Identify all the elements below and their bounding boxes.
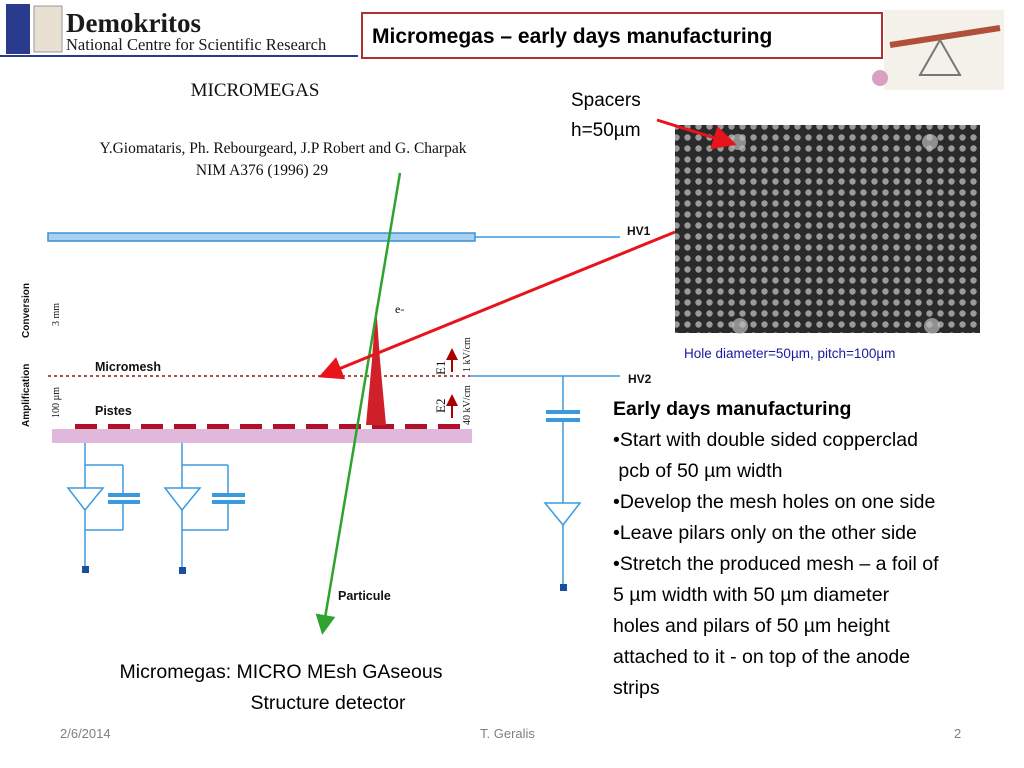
e1-field: 1 kV/cm — [462, 337, 473, 372]
authors: Y.Giomataris, Ph. Rebourgeard, J.P Rober… — [100, 140, 467, 157]
text-line: attached to it - on top of the anode — [613, 646, 911, 668]
text-line: pcb of 50 µm width — [613, 460, 783, 482]
title-box — [361, 12, 883, 59]
slide-title: Micromegas – early days manufacturing — [372, 25, 772, 48]
signal-peak — [366, 305, 386, 425]
amplification-gap: 100 µm — [51, 387, 62, 418]
text-line: holes and pilars of 50 µm height — [613, 615, 890, 637]
diagram-title: MICROMEGAS — [191, 80, 320, 101]
hv2-label: HV2 — [628, 372, 652, 386]
amplification-label: Amplification — [21, 364, 32, 427]
conversion-label: Conversion — [21, 283, 32, 338]
strips — [75, 424, 460, 429]
logo: Demokritos National Centre for Scientifi… — [0, 4, 358, 57]
footer-author: T. Geralis — [480, 726, 535, 741]
ground-pads — [82, 566, 567, 591]
reference: NIM A376 (1996) 29 — [196, 162, 328, 179]
text-line: •Develop the mesh holes on one side — [613, 491, 936, 513]
hv1-label: HV1 — [627, 224, 651, 238]
org-subtitle: National Centre for Scientific Research — [66, 35, 327, 54]
mesh-arrow — [318, 230, 676, 380]
footer-page: 2 — [954, 726, 962, 741]
spacer-height: h=50µm — [571, 120, 641, 141]
text-line: 5 µm width with 50 µm diameter — [613, 584, 890, 606]
particule-label: Particule — [338, 589, 391, 603]
photo-caption: Hole diameter=50µm, pitch=100µm — [684, 346, 895, 361]
footer-date: 2/6/2014 — [60, 726, 111, 741]
micromesh-label: Micromesh — [95, 360, 161, 374]
particle-track — [315, 172, 402, 635]
pistes-label: Pistes — [95, 404, 132, 418]
text-heading: Early days manufacturing — [613, 398, 852, 420]
e2-label: E2 — [433, 399, 448, 413]
mesh-photo — [675, 125, 980, 333]
drift-electrode — [47, 232, 476, 242]
electron-label: e- — [395, 302, 404, 316]
text-line: •Leave pilars only on the other side — [613, 522, 917, 544]
spacer-arrow — [656, 118, 737, 150]
org-name: Demokritos — [66, 8, 201, 38]
pcb — [52, 429, 472, 443]
spacers-label: Spacers — [571, 90, 641, 111]
text-line: •Start with double sided copperclad — [613, 429, 918, 451]
text-line: strips — [613, 677, 660, 699]
e1-label: E1 — [433, 361, 448, 375]
text-line: •Stretch the produced mesh – a foil of — [613, 553, 939, 575]
telescope-image — [872, 10, 1004, 90]
readout-circuits — [66, 376, 582, 586]
caption-line: Structure detector — [251, 692, 406, 714]
conversion-gap: 3 mm — [51, 303, 62, 326]
caption-line: Micromegas: MICRO MEsh GAseous — [120, 661, 443, 683]
e2-field: 40 kV/cm — [462, 385, 473, 425]
